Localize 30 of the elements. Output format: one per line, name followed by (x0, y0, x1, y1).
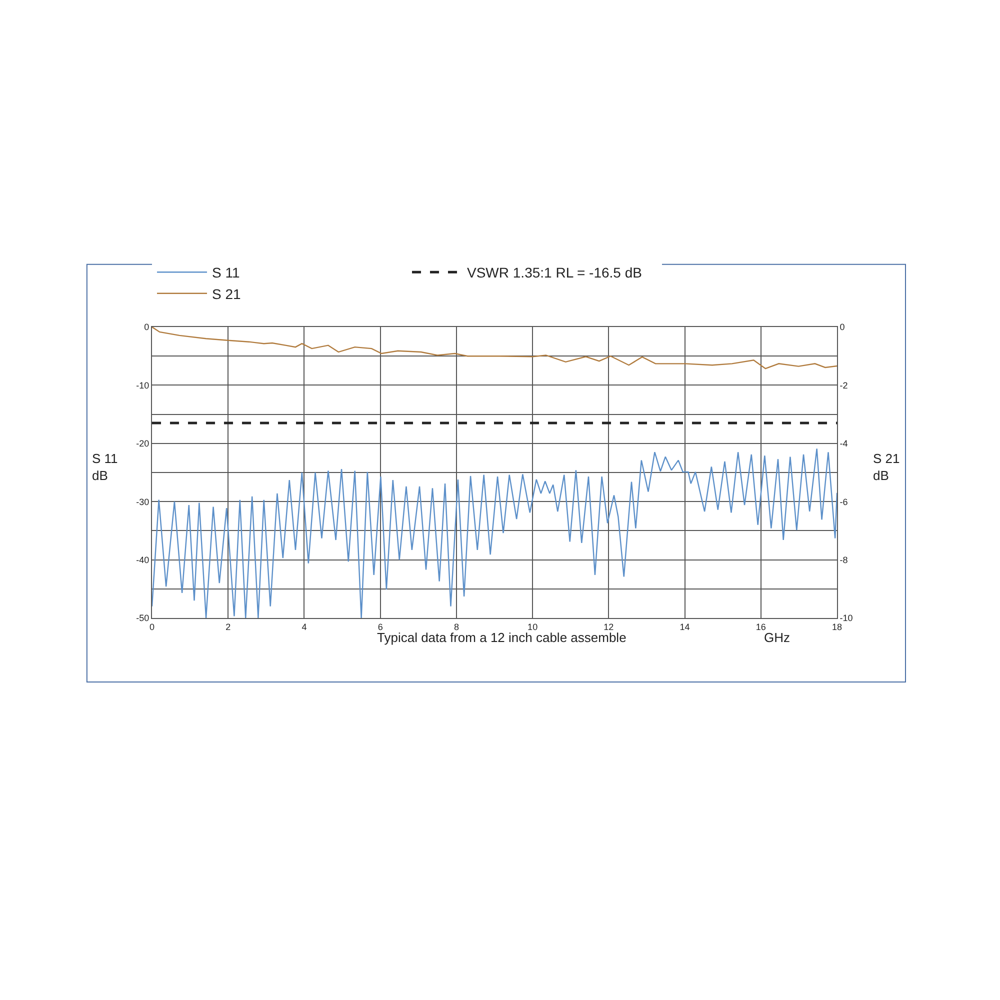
legend-label: S 11 (212, 264, 240, 281)
y-tick-label: -10 (136, 380, 150, 390)
y2-tick-label: -4 (840, 438, 848, 449)
y2-tick-label: 0 (840, 322, 845, 332)
x-tick-label: 2 (226, 622, 231, 632)
x-axis-title: GHz (764, 630, 790, 645)
x-tick-label: 10 (528, 622, 538, 632)
y-tick-label: 0 (144, 322, 150, 332)
y2-tick-label: -10 (840, 613, 853, 624)
y2-tick-label: -6 (840, 496, 848, 507)
x-tick-label: 12 (604, 622, 614, 632)
y2-tick-label: -8 (840, 554, 848, 565)
line-series (152, 448, 837, 618)
y-tick-label: -50 (136, 613, 150, 624)
y-axis-title: S 11 dB (92, 451, 118, 483)
y2-axis-title: S 21 dB (873, 451, 900, 483)
x-tick-label: 18 (832, 622, 842, 632)
y-tick-label: -30 (136, 496, 150, 507)
y-tick-label: -20 (136, 438, 150, 449)
x-tick-label: 14 (680, 622, 690, 632)
y2-tick-label: -2 (840, 380, 848, 390)
text: Typical data from a 12 inch cable assemble (377, 630, 626, 645)
y-tick-label: -40 (136, 554, 150, 565)
legend-label: S 21 (212, 286, 242, 302)
legend-label: VSWR 1.35:1 RL = -16.5 dB (467, 264, 642, 281)
x-tick-label: 6 (378, 622, 383, 632)
x-tick-label: 4 (302, 622, 307, 632)
x-tick-label: 16 (756, 622, 766, 632)
line-series (152, 327, 837, 370)
x-tick-label: 8 (454, 622, 459, 632)
